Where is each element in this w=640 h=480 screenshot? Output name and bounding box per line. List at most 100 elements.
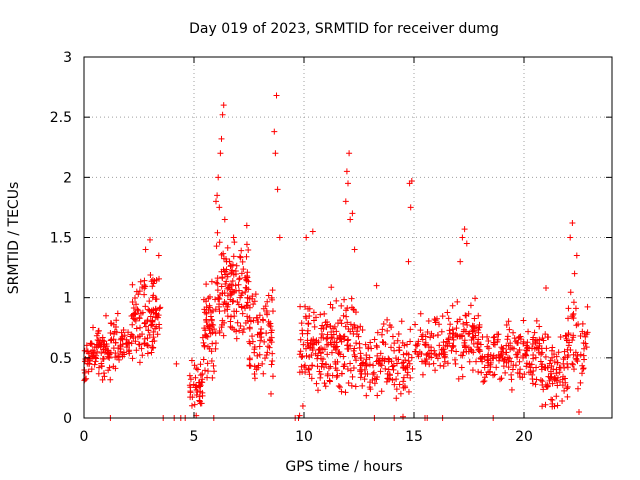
- data-point: [233, 262, 240, 269]
- data-point: [197, 383, 204, 390]
- data-point: [147, 322, 154, 329]
- data-point: [129, 312, 136, 319]
- data-point: [319, 360, 326, 367]
- data-point: [370, 369, 377, 376]
- data-point: [153, 310, 160, 317]
- data-point: [444, 343, 451, 350]
- data-point: [348, 295, 355, 302]
- data-point: [141, 285, 148, 292]
- data-point: [547, 357, 554, 364]
- data-point: [508, 358, 515, 365]
- data-point: [533, 317, 540, 324]
- data-point: [231, 289, 238, 296]
- data-point: [297, 303, 304, 310]
- data-point: [81, 347, 88, 354]
- data-point: [463, 348, 470, 355]
- data-point: [299, 327, 306, 334]
- data-point: [199, 389, 206, 396]
- data-point: [391, 381, 398, 388]
- data-point: [242, 289, 249, 296]
- data-point: [134, 306, 141, 313]
- data-point: [350, 347, 357, 354]
- data-point: [378, 331, 385, 338]
- data-point: [380, 321, 387, 328]
- data-point: [217, 150, 224, 157]
- data-point: [554, 402, 561, 409]
- data-point: [574, 385, 581, 392]
- data-point: [465, 331, 472, 338]
- data-point: [349, 210, 356, 217]
- data-point: [221, 216, 228, 223]
- x-tick-label: 20: [515, 429, 533, 445]
- data-point: [221, 255, 228, 262]
- data-point: [324, 371, 331, 378]
- data-point: [219, 321, 226, 328]
- data-point: [428, 347, 435, 354]
- data-point: [425, 318, 432, 325]
- data-point: [461, 337, 468, 344]
- data-point: [351, 322, 358, 329]
- data-point: [224, 313, 231, 320]
- data-point: [436, 321, 443, 328]
- data-point: [251, 349, 258, 356]
- data-point: [347, 360, 354, 367]
- data-point: [200, 356, 207, 363]
- data-point: [137, 324, 144, 331]
- data-point: [363, 392, 370, 399]
- data-point: [563, 335, 570, 342]
- data-point: [245, 246, 252, 253]
- data-point: [87, 340, 94, 347]
- data-point: [230, 234, 237, 241]
- data-point: [261, 338, 268, 345]
- data-point: [211, 368, 218, 375]
- data-point: [565, 315, 572, 322]
- data-point: [206, 304, 213, 311]
- data-point: [390, 362, 397, 369]
- data-point: [577, 379, 584, 386]
- data-point: [394, 337, 401, 344]
- data-point: [356, 340, 363, 347]
- data-point: [331, 338, 338, 345]
- data-point: [220, 266, 227, 273]
- data-point: [542, 401, 549, 408]
- data-point: [81, 369, 88, 376]
- data-point: [153, 276, 160, 283]
- data-point: [480, 378, 487, 385]
- data-point: [324, 351, 331, 358]
- data-point: [212, 330, 219, 337]
- data-point: [304, 339, 311, 346]
- data-point: [405, 357, 412, 364]
- data-point: [95, 327, 102, 334]
- data-point: [221, 289, 228, 296]
- data-point: [432, 367, 439, 374]
- data-point: [434, 355, 441, 362]
- data-point: [126, 340, 133, 347]
- data-point: [349, 373, 356, 380]
- data-point: [394, 370, 401, 377]
- data-point: [440, 339, 447, 346]
- data-point: [475, 312, 482, 319]
- data-point: [407, 326, 414, 333]
- data-point: [230, 297, 237, 304]
- data-point: [132, 311, 139, 318]
- data-point: [348, 382, 355, 389]
- data-point: [570, 299, 577, 306]
- data-point: [412, 348, 419, 355]
- data-point: [330, 331, 337, 338]
- data-point: [106, 354, 113, 361]
- data-point: [318, 355, 325, 362]
- data-point: [105, 367, 112, 374]
- data-point: [269, 373, 276, 380]
- data-point: [313, 380, 320, 387]
- data-point: [338, 370, 345, 377]
- data-point: [243, 222, 250, 229]
- y-tick-label: 2.5: [50, 110, 72, 126]
- data-point: [363, 352, 370, 359]
- data-point: [110, 321, 117, 328]
- data-point: [526, 361, 533, 368]
- data-point: [392, 355, 399, 362]
- data-point: [130, 315, 137, 322]
- data-point: [516, 333, 523, 340]
- data-point: [186, 382, 193, 389]
- data-point: [532, 381, 539, 388]
